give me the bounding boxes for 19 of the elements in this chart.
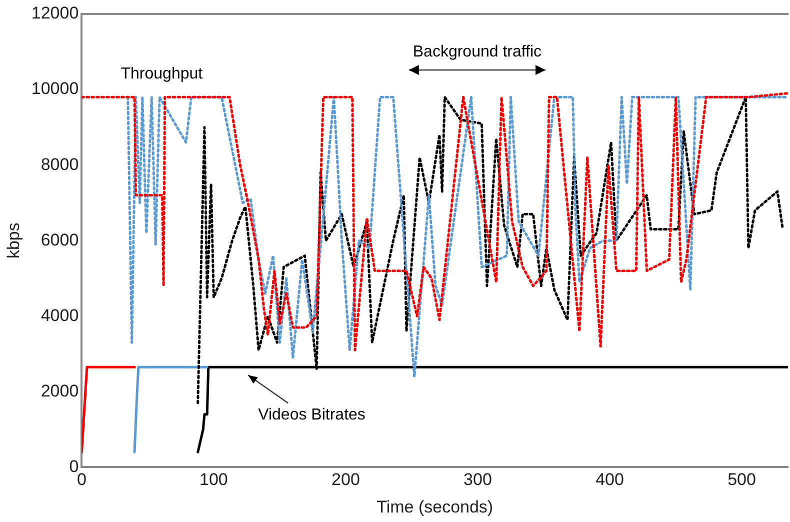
y-tick-label: 6000 (40, 230, 79, 250)
x-tick-label: 400 (596, 470, 624, 490)
x-tick-label: 200 (332, 470, 360, 490)
x-axis-title: Time (seconds) (376, 497, 494, 516)
y-axis-title: kbps (4, 222, 23, 259)
line-series (82, 92, 788, 352)
y-tick-label: 0 (69, 456, 79, 476)
x-tick-label: 500 (728, 470, 756, 490)
annotation: Background traffic (412, 43, 542, 60)
annotation: Videos Bitrates (258, 406, 366, 424)
y-tick-label: 2000 (40, 381, 79, 400)
x-tick-label: 300 (464, 470, 492, 490)
x-tick-label: 100 (200, 470, 228, 490)
annotation: Throughput (120, 65, 204, 82)
y-tick-label: 10000 (31, 79, 79, 98)
line-series (126, 96, 788, 378)
y-tick-label: 8000 (40, 154, 79, 174)
y-tick-label: 12000 (31, 4, 79, 23)
y-tick-label: 4000 (40, 306, 79, 325)
